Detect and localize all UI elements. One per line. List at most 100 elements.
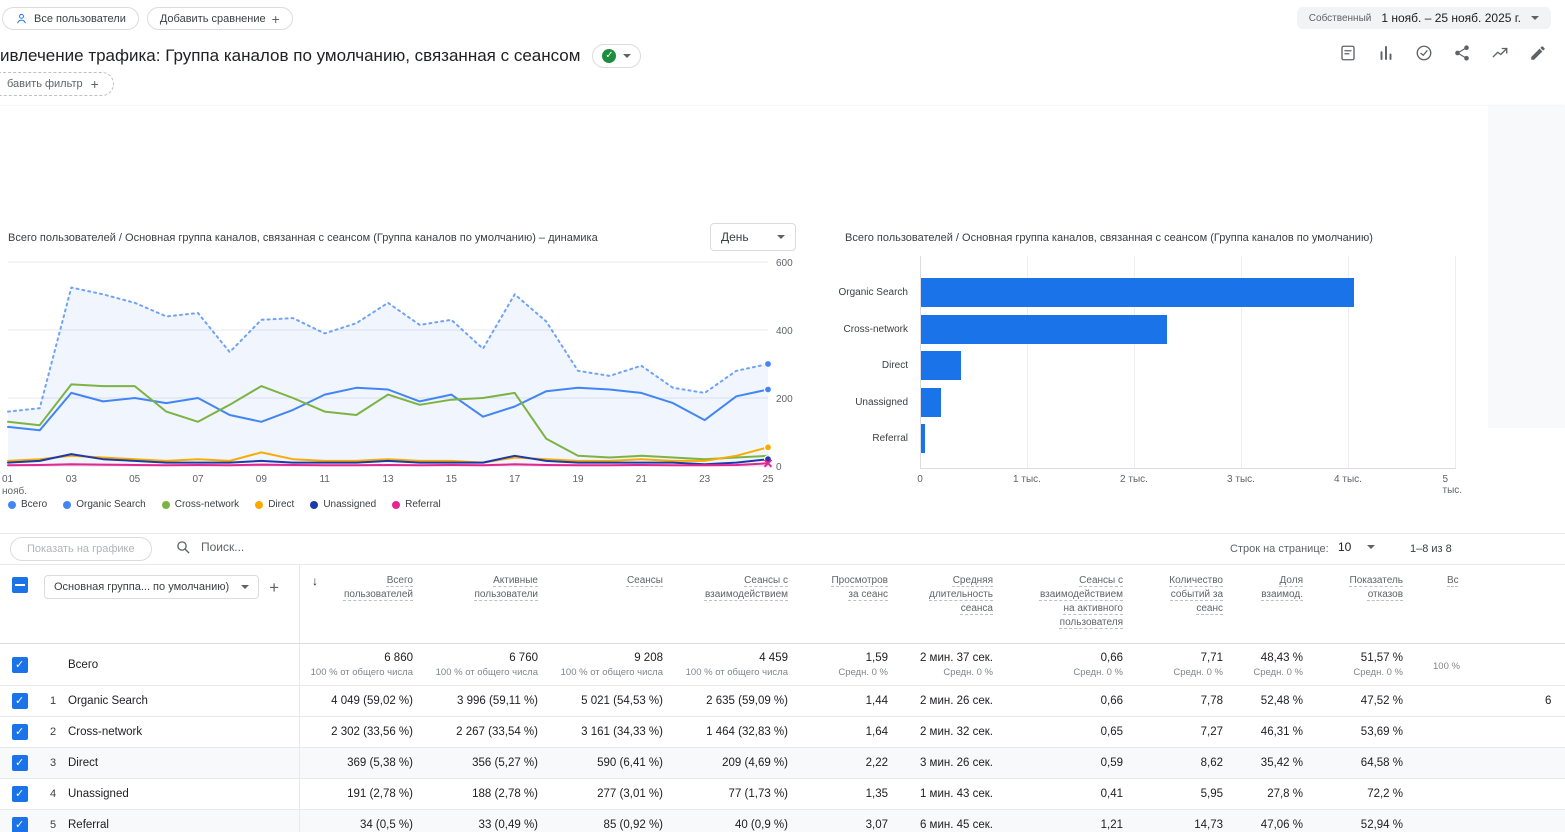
metric-cell: 5 021 (54,53 %) (540, 695, 665, 707)
add-dimension-button[interactable]: + (269, 578, 279, 598)
column-header-label: Доля взаимод. (1261, 574, 1303, 602)
divider (0, 533, 1565, 534)
row-checkbox[interactable] (12, 693, 28, 709)
bar-baseline (920, 468, 1456, 469)
row-checkbox[interactable] (12, 755, 28, 771)
legend-dot (392, 501, 400, 509)
totals-sublabel: 100 % от общего числа (300, 667, 413, 678)
plot-rows-button[interactable]: Показать на графике (10, 537, 152, 561)
column-header[interactable]: Показатель отказов (1305, 565, 1405, 602)
checkbox-cell (0, 686, 40, 716)
bar (921, 278, 1354, 307)
metric-cell: 4 049 (59,02 %) (300, 695, 415, 707)
interval-select[interactable]: День (710, 223, 796, 251)
checkbox-cell (0, 717, 40, 747)
channel-name: Unassigned (66, 779, 300, 809)
column-header[interactable]: Количество событий за сеанс (1125, 565, 1225, 616)
metric-cell: 1 464 (32,83 %) (665, 726, 790, 738)
ga4-traffic-acquisition-report: Все пользователи Добавить сравнение + Со… (0, 0, 1565, 832)
metric-cell: 14,73 (1125, 819, 1225, 831)
date-range-picker[interactable]: Собственный 1 нояб. – 25 нояб. 2025 г. (1297, 7, 1551, 29)
totals-sublabel: 100 % (1433, 661, 1563, 672)
column-header[interactable]: Вс (1405, 565, 1565, 588)
metric-cell: 2 635 (59,09 %) (665, 695, 790, 707)
legend-dot (310, 501, 318, 509)
bar (921, 424, 925, 453)
column-header-label: Всего пользователей (344, 574, 413, 602)
column-header[interactable]: Сеансы с взаимодействием на активного по… (995, 565, 1125, 630)
insights-icon[interactable] (1489, 42, 1511, 64)
column-header-label: Сеансы с взаимодействием на активного по… (1040, 574, 1123, 630)
row-checkbox[interactable] (12, 786, 28, 802)
search-icon (176, 540, 191, 555)
rows-per-page-value: 10 (1338, 540, 1351, 554)
dimension-select[interactable]: Основная группа... по умолчанию) (44, 575, 259, 599)
totals-cell: 51,57 %Средн. 0 % (1305, 652, 1405, 678)
totals-sublabel: Средн. 0 % (1225, 667, 1303, 678)
add-filter-chip[interactable]: бавить фильтр + (0, 72, 114, 96)
totals-cell: 6 760100 % от общего числа (415, 652, 540, 678)
row-checkbox[interactable] (12, 817, 28, 832)
column-header[interactable]: Активные пользователи (415, 565, 540, 602)
metric-cell: 1,35 (790, 788, 890, 800)
row-index: 3 (40, 757, 66, 769)
column-header[interactable]: Просмотров за сеанс (790, 565, 890, 602)
chevron-down-icon (1367, 545, 1375, 549)
chevron-down-icon (623, 54, 631, 58)
legend-dot (255, 501, 263, 509)
row-index: 4 (40, 788, 66, 800)
person-icon (15, 12, 28, 25)
column-header[interactable]: Доля взаимод. (1225, 565, 1305, 602)
totals-value: 1,59 (790, 652, 888, 664)
all-users-chip[interactable]: Все пользователи (2, 7, 139, 30)
metric-cell: 72,2 % (1305, 788, 1405, 800)
metric-cell: 1,44 (790, 695, 890, 707)
column-header[interactable]: Сеансы с взаимодействием (665, 565, 790, 602)
chart-columns-icon[interactable] (1375, 42, 1397, 64)
check-circle-icon: ✓ (602, 49, 616, 63)
interval-select-value: День (721, 230, 749, 244)
bar-category-label: Referral (700, 424, 908, 453)
metric-cell: 0,59 (995, 757, 1125, 769)
dimension-header-cell: Основная группа... по умолчанию) + (40, 565, 300, 643)
totals-value: 0,66 (995, 652, 1123, 664)
edit-icon[interactable] (1527, 42, 1549, 64)
data-quality-badge[interactable]: ✓ (592, 44, 641, 68)
rows-per-page-select[interactable]: 10 (1338, 540, 1375, 554)
bar-category-label: Direct (700, 351, 908, 380)
totals-cell: 4 459100 % от общего числа (665, 652, 790, 678)
bar-chart: Organic SearchCross-networkDirectUnassig… (0, 256, 1480, 501)
sample-note-icon[interactable] (1337, 42, 1359, 64)
share-icon[interactable] (1451, 42, 1473, 64)
report-action-icons (1337, 42, 1549, 64)
metric-cell: 590 (6,41 %) (540, 757, 665, 769)
column-header-label: Сеансы (627, 574, 663, 588)
legend-dot (63, 501, 71, 509)
metric-cell: 3,07 (790, 819, 890, 831)
totals-cell: 7,71Средн. 0 % (1125, 652, 1225, 678)
column-header[interactable]: Средняя длительность сеанса (890, 565, 995, 616)
bar-axis-tick: 1 тыс. (1013, 474, 1041, 485)
add-comparison-chip[interactable]: Добавить сравнение + (147, 7, 293, 30)
date-range-label: 1 нояб. – 25 нояб. 2025 г. (1381, 11, 1521, 25)
data-quality-icon[interactable] (1413, 42, 1435, 64)
search-input[interactable] (199, 539, 329, 555)
totals-cell: 6 860100 % от общего числа (300, 652, 415, 678)
totals-value: 2 мин. 37 сек. (890, 652, 993, 664)
metric-cell: 7,78 (1125, 695, 1225, 707)
metric-cell: 47,52 % (1305, 695, 1405, 707)
totals-cell: 1,59Средн. 0 % (790, 652, 890, 678)
totals-checkbox[interactable] (12, 657, 28, 673)
column-header[interactable]: ↓Всего пользователей (300, 565, 415, 602)
row-checkbox[interactable] (12, 724, 28, 740)
totals-value: 51,57 % (1305, 652, 1403, 664)
metric-cell: 191 (2,78 %) (300, 788, 415, 800)
metric-cell: 35,42 % (1225, 757, 1305, 769)
select-all-checkbox[interactable] (12, 577, 28, 593)
metric-cell: 188 (2,78 %) (415, 788, 540, 800)
metric-cell: 40 (0,9 %) (665, 819, 790, 831)
metric-cell: 1 мин. 43 сек. (890, 788, 995, 800)
metric-cell: 369 (5,38 %) (300, 757, 415, 769)
bar-gridline (1455, 256, 1456, 468)
column-header[interactable]: Сеансы (540, 565, 665, 588)
